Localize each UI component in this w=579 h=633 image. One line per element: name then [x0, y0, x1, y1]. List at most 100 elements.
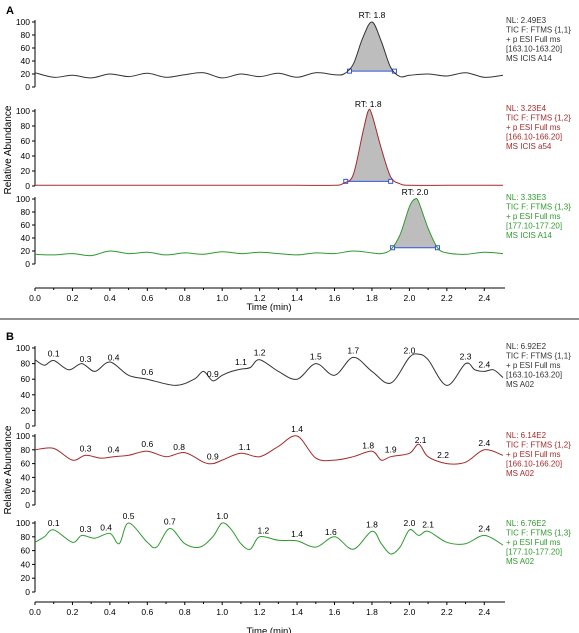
x-tick-label: 1.8	[366, 607, 378, 617]
y-axis-title: Relative Abundance	[3, 425, 14, 514]
peak-label: 0.6	[141, 439, 153, 449]
peak-label: 0.6	[141, 367, 153, 377]
y-tick-label: 0	[25, 82, 30, 92]
y-tick-label: 60	[21, 43, 31, 53]
y-tick-label: 60	[21, 136, 31, 146]
y-tick-label: 20	[21, 486, 31, 496]
trace-line	[34, 522, 504, 555]
y-tick-label: 100	[16, 194, 30, 204]
peak-label: 0.8	[173, 442, 185, 452]
peak-label: 1.2	[257, 525, 269, 535]
peak-label: 0.9	[207, 369, 219, 379]
peak-label: 2.4	[478, 523, 490, 533]
y-tick-label: 0	[25, 181, 30, 191]
trace-info-line: TIC F: FTMS {1,3}	[506, 203, 571, 212]
trace-info-line: MS A02	[506, 557, 535, 566]
x-tick-label: 2.4	[478, 293, 490, 303]
peak-label: 1.6	[325, 527, 337, 537]
trace-info-line: [177.10-177.20]	[506, 548, 562, 557]
peak-label: 2.4	[478, 438, 490, 448]
x-tick-label: 0.4	[104, 293, 116, 303]
x-tick-label: 1.0	[216, 607, 228, 617]
x-tick-label: 0.4	[104, 607, 116, 617]
y-tick-label: 20	[21, 405, 31, 415]
trace-info-line: MS ICIS A14	[506, 231, 552, 240]
y-tick-label: 100	[16, 106, 30, 116]
peak-area-fill	[392, 198, 438, 248]
peak-label: 1.8	[366, 519, 378, 529]
x-tick-label: 0.0	[29, 607, 41, 617]
peak-label: 2.1	[415, 435, 427, 445]
peak-area-fill	[349, 21, 395, 72]
trace-info-line: MS A02	[506, 380, 535, 389]
trace-info-line: + p ESI Full ms	[506, 450, 560, 459]
y-tick-label: 20	[21, 69, 31, 79]
x-tick-label: 2.0	[403, 293, 415, 303]
baseline-handle	[388, 178, 394, 184]
y-tick-label: 20	[21, 166, 31, 176]
peak-label: 1.4	[291, 529, 303, 539]
x-tick-label: 1.4	[291, 293, 303, 303]
peak-label: 0.3	[80, 354, 92, 364]
y-tick-label: 60	[21, 546, 31, 556]
y-tick-label: 100	[16, 431, 30, 441]
peak-label: 0.4	[108, 445, 120, 455]
peak-label: 0.4	[108, 353, 120, 363]
peak-label: 1.7	[347, 345, 359, 355]
peak-label: 2.4	[478, 359, 490, 369]
y-tick-label: 100	[16, 343, 30, 353]
trace-info-line: MS ICIS a54	[506, 142, 552, 151]
peak-label: 2.0	[403, 518, 415, 528]
peak-label: RT: 1.8	[355, 99, 382, 109]
trace-info-line: TIC F: FTMS {1,2}	[506, 441, 571, 450]
peak-label: 1.4	[291, 424, 303, 434]
trace-info-line: TIC F: FTMS {1,1}	[506, 26, 571, 35]
trace-info-line: MS A02	[506, 469, 535, 478]
trace-info-line: [163.10-163.20]	[506, 45, 562, 54]
y-tick-label: 40	[21, 390, 31, 400]
trace-info-line: NL: 6.92E2	[506, 342, 547, 351]
x-tick-label: 0.2	[67, 607, 79, 617]
panel-label: B	[6, 331, 14, 343]
x-tick-label: 1.4	[291, 607, 303, 617]
x-tick-label: 1.8	[366, 293, 378, 303]
x-tick-label: 2.0	[403, 607, 415, 617]
x-tick-label: 1.2	[254, 293, 266, 303]
peak-label: 0.1	[48, 518, 60, 528]
y-tick-label: 80	[21, 445, 31, 455]
y-tick-label: 100	[16, 518, 30, 528]
trace-info-line: NL: 6.14E2	[506, 431, 547, 440]
peak-label: 1.1	[235, 357, 247, 367]
peak-label: 0.4	[100, 523, 112, 533]
y-tick-label: 0	[25, 500, 30, 510]
peak-label: RT: 1.8	[359, 10, 386, 20]
peak-label: 2.1	[422, 519, 434, 529]
y-tick-label: 60	[21, 220, 31, 230]
y-tick-label: 100	[16, 17, 30, 27]
x-tick-label: 0.8	[179, 607, 191, 617]
panel-a: A Relative Abundance 0 20 40 60 80 100 RT: 1.8 NL…	[3, 5, 571, 313]
peak-label: 1.2	[254, 348, 266, 358]
peak-label: 1.8	[362, 440, 374, 450]
y-tick-label: 80	[21, 30, 31, 40]
trace-line	[34, 197, 504, 257]
y-tick-label: 0	[25, 587, 30, 597]
y-tick-label: 40	[21, 559, 31, 569]
peak-label: 0.9	[207, 452, 219, 462]
x-tick-label: 1.6	[329, 607, 341, 617]
trace-info-line: TIC F: FTMS {1,1}	[506, 352, 571, 361]
y-tick-label: 40	[21, 151, 31, 161]
x-tick-label: 2.2	[441, 293, 453, 303]
trace-info-line: NL: 6.76E2	[506, 519, 547, 528]
peak-label: 0.1	[48, 348, 60, 358]
peak-label: 0.3	[80, 443, 92, 453]
trace-info-line: + p ESI Full ms	[506, 123, 560, 132]
x-axis-title: Time (min)	[246, 626, 291, 633]
x-tick-label: 0.8	[179, 293, 191, 303]
x-tick-label: 1.2	[254, 607, 266, 617]
trace-info-line: MS ICIS A14	[506, 54, 552, 63]
trace-info-line: + p ESI Full ms	[506, 361, 560, 370]
y-tick-label: 40	[21, 56, 31, 66]
trace-info-line: + p ESI Full ms	[506, 212, 560, 221]
